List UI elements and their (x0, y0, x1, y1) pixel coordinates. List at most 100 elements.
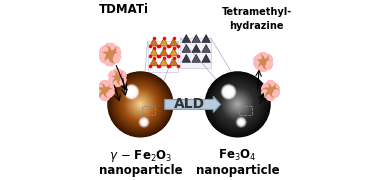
Circle shape (109, 73, 172, 136)
Circle shape (235, 102, 240, 107)
Circle shape (125, 89, 156, 120)
Circle shape (121, 85, 160, 124)
Circle shape (215, 82, 260, 127)
Circle shape (233, 100, 242, 109)
Circle shape (224, 87, 234, 97)
Circle shape (141, 119, 147, 125)
Circle shape (240, 121, 242, 123)
Circle shape (131, 95, 150, 114)
Circle shape (110, 75, 170, 134)
Circle shape (228, 91, 230, 93)
Circle shape (138, 102, 143, 107)
Circle shape (234, 101, 241, 108)
Circle shape (133, 97, 148, 112)
Circle shape (119, 83, 162, 126)
Circle shape (128, 92, 153, 117)
Circle shape (117, 81, 164, 127)
Circle shape (128, 88, 135, 96)
Circle shape (115, 79, 166, 130)
Circle shape (116, 80, 165, 129)
Circle shape (227, 94, 248, 115)
Circle shape (215, 82, 260, 127)
Circle shape (130, 94, 150, 114)
Circle shape (223, 90, 252, 119)
Circle shape (113, 77, 168, 132)
Circle shape (137, 101, 144, 108)
Circle shape (121, 85, 160, 124)
Circle shape (228, 91, 229, 92)
Polygon shape (150, 58, 158, 66)
Circle shape (139, 103, 142, 106)
Circle shape (222, 85, 235, 99)
Circle shape (207, 74, 268, 135)
Circle shape (139, 103, 142, 106)
Circle shape (223, 89, 253, 119)
Circle shape (223, 86, 234, 98)
Circle shape (207, 74, 268, 135)
Circle shape (227, 91, 230, 93)
Circle shape (211, 77, 265, 132)
Circle shape (139, 118, 149, 127)
Circle shape (142, 120, 146, 124)
Circle shape (118, 82, 163, 127)
Polygon shape (169, 38, 178, 46)
Circle shape (220, 87, 255, 122)
Circle shape (125, 85, 138, 98)
Circle shape (124, 88, 156, 121)
Circle shape (108, 72, 172, 136)
Circle shape (232, 99, 243, 110)
Circle shape (220, 87, 256, 122)
Circle shape (237, 118, 245, 126)
Polygon shape (160, 58, 168, 66)
Circle shape (127, 91, 154, 118)
Circle shape (123, 87, 157, 122)
Circle shape (128, 89, 135, 95)
Circle shape (228, 91, 229, 93)
Circle shape (225, 88, 232, 96)
Circle shape (226, 89, 231, 94)
Text: Fe$_3$O$_4$: Fe$_3$O$_4$ (218, 148, 257, 163)
Circle shape (227, 90, 231, 94)
Circle shape (122, 87, 158, 122)
Text: ALD: ALD (174, 97, 204, 111)
Circle shape (128, 92, 153, 117)
Circle shape (140, 118, 148, 126)
Polygon shape (202, 44, 211, 52)
Circle shape (211, 78, 264, 131)
Circle shape (222, 85, 235, 98)
Circle shape (223, 87, 234, 97)
Circle shape (120, 84, 161, 125)
Circle shape (232, 99, 243, 110)
Polygon shape (182, 35, 191, 42)
Circle shape (121, 85, 160, 123)
Circle shape (135, 99, 146, 110)
Circle shape (222, 88, 254, 121)
Circle shape (213, 80, 262, 129)
Circle shape (113, 77, 167, 132)
Circle shape (231, 98, 245, 111)
Circle shape (221, 88, 254, 121)
Circle shape (119, 83, 161, 125)
Circle shape (208, 75, 267, 134)
Circle shape (112, 76, 169, 133)
Circle shape (225, 91, 251, 117)
Circle shape (226, 93, 249, 116)
Circle shape (205, 72, 270, 137)
Circle shape (210, 77, 265, 132)
Circle shape (233, 100, 242, 109)
Circle shape (221, 84, 236, 99)
Circle shape (225, 88, 232, 95)
Circle shape (108, 72, 173, 137)
Circle shape (130, 90, 133, 93)
Circle shape (116, 80, 165, 129)
Circle shape (223, 86, 234, 97)
Circle shape (228, 95, 247, 114)
Circle shape (127, 87, 136, 96)
Circle shape (143, 121, 145, 123)
Circle shape (124, 88, 157, 121)
Circle shape (130, 90, 133, 94)
Circle shape (126, 86, 137, 97)
Circle shape (236, 117, 246, 127)
Circle shape (218, 85, 257, 124)
Circle shape (128, 88, 135, 95)
